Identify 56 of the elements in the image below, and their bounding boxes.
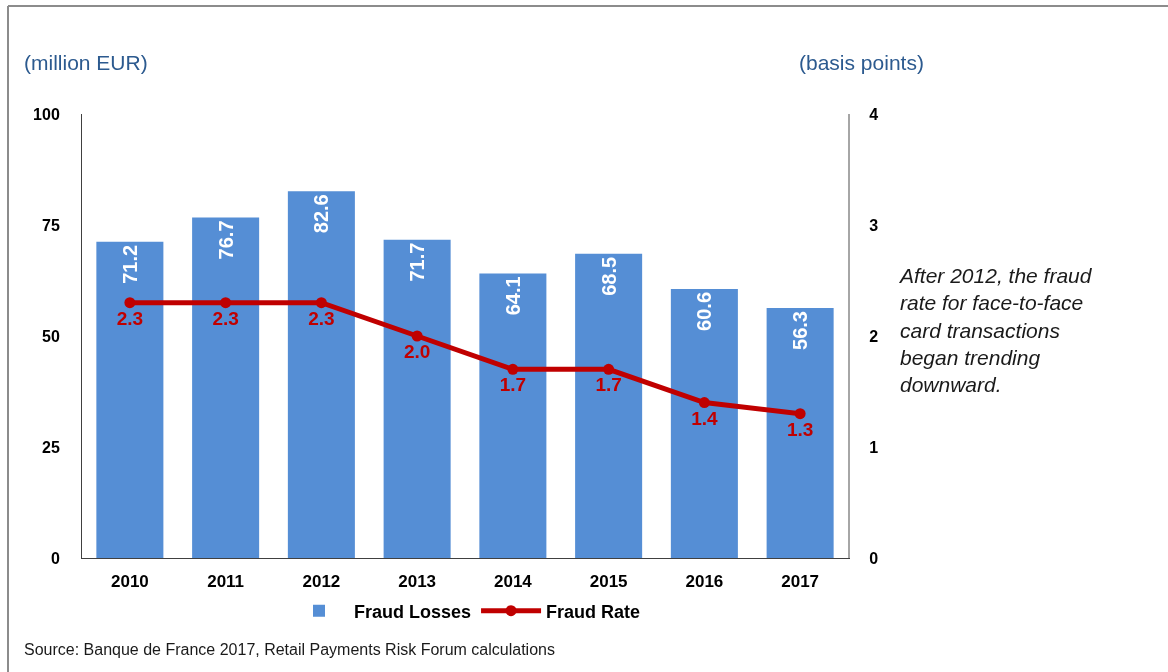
point [698, 397, 710, 409]
data-label: 64.1 [501, 276, 524, 316]
y-tick-label: 75 [42, 216, 60, 234]
data-label: 56.3 [789, 311, 812, 350]
data-label: 2.3 [212, 307, 239, 329]
y-tick-label: 50 [42, 327, 60, 345]
y2-axis-title: (basis points) [799, 51, 924, 74]
data-label: 60.6 [693, 291, 716, 331]
point [411, 330, 423, 342]
data-label: 2.3 [116, 307, 144, 329]
x-tick-label: 2013 [398, 572, 437, 592]
data-label: 82.6 [310, 194, 333, 234]
point [794, 408, 806, 420]
y2-tick-label: 2 [869, 327, 879, 345]
legend-label: Fraud Losses [354, 601, 472, 622]
x-tick-label: 2014 [493, 572, 533, 592]
data-label: 71.2 [118, 244, 141, 284]
x-tick-label: 2017 [781, 572, 820, 592]
legend-label: Fraud Rate [546, 601, 641, 622]
bar [287, 191, 355, 558]
y2-tick-label: 1 [869, 438, 879, 456]
point [603, 363, 615, 375]
data-label: 2.0 [403, 341, 431, 363]
y-axis-title: (million EUR) [24, 51, 148, 74]
data-label: 71.7 [406, 242, 429, 282]
bar [575, 253, 643, 558]
x-tick-label: 2015 [589, 572, 628, 592]
data-label: 1.7 [499, 374, 527, 396]
y-tick-label: 100 [33, 105, 60, 123]
data-label: 2.3 [308, 307, 335, 329]
data-label: 68.5 [597, 256, 620, 296]
x-tick-label: 2016 [685, 572, 724, 592]
point [315, 297, 327, 309]
source-note: Source: Banque de France 2017, Retail Payments Risk Forum calculations [24, 641, 555, 658]
y2-tick-label: 0 [869, 549, 879, 567]
bar [766, 308, 834, 558]
point [124, 297, 136, 309]
data-label: 1.4 [691, 407, 719, 429]
y-tick-label: 25 [42, 438, 60, 456]
bar [192, 217, 260, 558]
x-tick-label: 2012 [302, 572, 341, 592]
point [507, 363, 519, 375]
point [220, 297, 232, 309]
bar [383, 239, 451, 558]
data-label: 76.7 [214, 220, 237, 260]
x-tick-label: 2011 [207, 572, 245, 592]
data-label: 1.3 [786, 418, 814, 440]
text: After 2012, the fraud rate for face-to-face card transactions began trending downward. [898, 264, 1093, 397]
bar [96, 241, 164, 558]
y-tick-label: 0 [50, 549, 60, 567]
bar [670, 288, 738, 558]
y2-tick-label: 3 [869, 216, 879, 234]
bar [479, 273, 547, 558]
x-tick-label: 2010 [110, 572, 149, 592]
data-label: 1.7 [595, 374, 622, 396]
y2-tick-label: 4 [869, 105, 879, 123]
